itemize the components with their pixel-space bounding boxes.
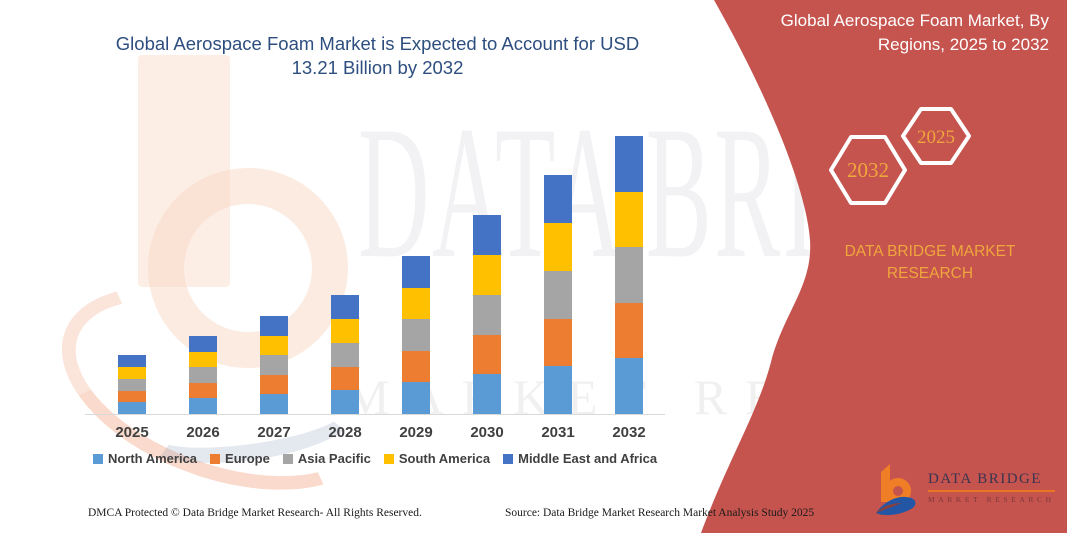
bar-segment [402,382,430,414]
panel-title-line1: Global Aerospace Foam Market, By [780,11,1049,30]
brand-text-line2: RESEARCH [886,265,974,282]
x-axis-label: 2029 [399,424,433,441]
bar-segment [544,175,572,224]
logo-text-block: DATA BRIDGE MARKET RESEARCH [928,471,1055,504]
bar-segment [189,335,217,352]
panel-title: Global Aerospace Foam Market, By Regions… [757,9,1049,57]
legend-item: South America [383,451,491,466]
brand-text-line1: DATA BRIDGE MARKET [844,243,1016,260]
chart-title-line2: 13.21 Billion by 2032 [291,57,464,78]
x-axis-label: 2028 [328,424,362,441]
legend-item: Europe [210,451,270,466]
chart-title: Global Aerospace Foam Market is Expected… [95,32,660,80]
brand-text: DATA BRIDGE MARKET RESEARCH [820,241,1040,285]
bar-2031 [544,175,572,414]
legend: North America Europe Asia Pacific South Ame… [85,451,665,466]
bar-segment [331,342,359,367]
legend-item: North America [92,451,198,466]
legend-label: North America [107,451,198,466]
bar-segment [189,351,217,368]
x-axis-label: 2027 [257,424,291,441]
bar-2027 [260,315,288,414]
bar-segment [402,287,430,320]
legend-swatch [383,453,394,464]
databridge-logo: DATA BRIDGE MARKET RESEARCH [874,462,1055,518]
bar-segment [544,223,572,271]
bar-2029 [402,256,430,414]
legend-item: Asia Pacific [282,451,371,466]
legend-label: Asia Pacific [297,451,371,466]
bar-segment [544,270,572,319]
footer-source: Source: Data Bridge Market Research Mark… [505,507,815,519]
bar-segment [331,295,359,320]
chart-title-line1: Global Aerospace Foam Market is Expected… [115,33,640,54]
year-hexagons: 2032 2025 [829,107,971,205]
bar-segment [189,382,217,399]
x-axis-label: 2032 [612,424,646,441]
bar-segment [118,355,146,368]
bar-2028 [331,295,359,414]
bar-segment [260,374,288,395]
bar-segment [189,367,217,383]
legend-label: South America [398,451,491,466]
legend-label: Middle East and Africa [518,451,658,466]
bar-segment [331,366,359,391]
bar-segment [615,136,643,192]
legend-swatch [92,453,103,464]
hexagon-2032 [829,135,907,205]
legend-item: Middle East and Africa [503,451,657,466]
bar-2026 [189,335,217,414]
x-axis-labels: 2025 2026 2027 2028 2029 2030 2031 2032 [85,424,665,444]
bar-segment [118,390,146,403]
bar-segment [331,319,359,343]
legend-swatch [503,453,514,464]
bar-segment [118,367,146,379]
legend-swatch [210,453,221,464]
panel-title-line2: Regions, 2025 to 2032 [877,35,1049,54]
x-axis-label: 2030 [470,424,504,441]
databridge-logo-icon [876,464,916,516]
hexagon-2032-label: 2032 [847,158,889,182]
bar-segment [260,355,288,375]
logo-underline [928,490,1055,492]
bar-segment [615,191,643,248]
x-axis-label: 2031 [541,424,575,441]
bar-segment [473,255,501,295]
bar-segment [402,319,430,351]
bar-segment [473,374,501,414]
logo-name: DATA BRIDGE [928,471,1043,487]
x-axis-label: 2026 [186,424,220,441]
bar-segment [189,398,217,414]
bar-segment [331,390,359,414]
bar-segment [118,378,146,391]
bar-segment [544,366,572,414]
bar-segment [473,334,501,375]
plot-area [85,125,665,415]
hexagon-2025-label: 2025 [917,127,955,148]
logo-subtitle: MARKET RESEARCH [928,495,1055,504]
bar-segment [402,350,430,383]
bar-segment [615,302,643,359]
bar-segment [260,335,288,356]
bar-2032 [615,136,643,414]
bar-2030 [473,215,501,414]
bar-segment [473,294,501,335]
x-axis-label: 2025 [115,424,149,441]
bar-2025 [118,355,146,414]
legend-label: Europe [225,451,270,466]
legend-swatch [282,453,293,464]
footer-dmca: DMCA Protected © Data Bridge Market Rese… [88,507,422,519]
bar-segment [260,394,288,414]
bar-segment [118,402,146,414]
hexagon-2025 [901,107,971,165]
bar-segment [260,315,288,336]
bar-segment [402,256,430,288]
bar-segment [615,247,643,303]
bar-segment [473,215,501,256]
bar-segment [544,318,572,367]
bar-segment [615,358,643,414]
